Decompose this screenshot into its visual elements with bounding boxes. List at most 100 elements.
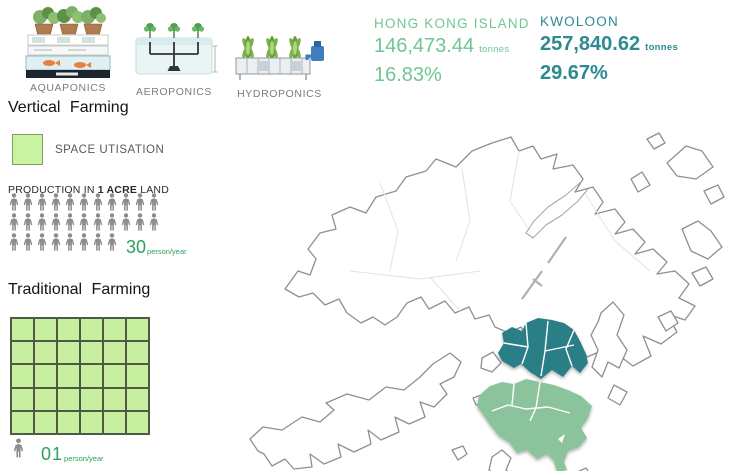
region-name: HONG KONG ISLAND bbox=[374, 16, 530, 31]
person-icon bbox=[107, 233, 117, 251]
stat-block-kwoloon: KWOLOON 257,840.62 tonnes 29.67% bbox=[540, 14, 678, 85]
person-icon bbox=[37, 233, 47, 251]
kowloon-district-borders bbox=[503, 320, 575, 377]
aeroponics-illustration bbox=[135, 23, 218, 75]
plant-sprigs bbox=[143, 23, 205, 38]
percent-value: 16.83% bbox=[374, 63, 442, 86]
stat-block-hong-kong-island: HONG KONG ISLAND 146,473.44 tonnes 16.83% bbox=[374, 16, 530, 87]
tsing-yi-island bbox=[480, 351, 502, 373]
land-plot-cell bbox=[34, 318, 57, 342]
person-icon bbox=[93, 213, 103, 231]
production-caption: PRODUCTION IN 1 ACRE LAND bbox=[8, 184, 169, 196]
land-plot-cell bbox=[103, 387, 126, 411]
measure-marks bbox=[212, 45, 218, 73]
region-name: KWOLOON bbox=[540, 14, 619, 29]
kowloon-region bbox=[498, 318, 588, 379]
person-icon bbox=[107, 193, 117, 211]
person-icon bbox=[23, 233, 33, 251]
plant-foliage bbox=[33, 6, 106, 24]
northeast-island-2 bbox=[703, 184, 725, 205]
person-icon bbox=[23, 193, 33, 211]
reservoir-mark bbox=[558, 434, 565, 443]
land-plot-cell bbox=[11, 410, 34, 434]
person-icon bbox=[79, 213, 89, 231]
lamma-island bbox=[488, 449, 512, 471]
traditional-farming-output: 01 person/year bbox=[12, 438, 104, 463]
land-plot-cell bbox=[34, 387, 57, 411]
land-plot-grid bbox=[10, 317, 150, 435]
person-icon bbox=[93, 193, 103, 211]
person-icon bbox=[51, 193, 61, 211]
tap-mun-island bbox=[630, 171, 651, 193]
person-icon bbox=[23, 213, 33, 231]
land-plot-cell bbox=[57, 364, 80, 388]
person-icon bbox=[79, 193, 89, 211]
land-plot-cell bbox=[34, 410, 57, 434]
aeroponics-label: AEROPONICS bbox=[135, 86, 212, 98]
hydroponics-illustration bbox=[235, 36, 324, 80]
person-icon bbox=[65, 213, 75, 231]
mist-pipes bbox=[149, 42, 199, 66]
tonnage-value: 146,473.44 tonnes bbox=[374, 34, 510, 57]
land-plot-cell bbox=[126, 410, 149, 434]
person-icons-row: 30 person/year bbox=[8, 233, 187, 257]
tonnage-unit: tonnes bbox=[479, 43, 510, 55]
high-island bbox=[681, 220, 723, 260]
hong-kong-island-region bbox=[477, 379, 592, 471]
space-utilisation-legend: SPACE UTISATION bbox=[12, 134, 164, 165]
grow-tray bbox=[235, 57, 311, 80]
land-plot-cell bbox=[34, 341, 57, 365]
land-plot-cell bbox=[80, 364, 103, 388]
po-toi-island bbox=[577, 467, 589, 471]
land-plot-cell bbox=[57, 410, 80, 434]
person-icon bbox=[65, 233, 75, 251]
land-plot-cell bbox=[80, 341, 103, 365]
sprayer-nozzle bbox=[167, 66, 181, 71]
land-plot-cell bbox=[80, 387, 103, 411]
person-icon bbox=[149, 213, 159, 231]
land-plot-cell bbox=[126, 364, 149, 388]
east-island bbox=[691, 266, 714, 287]
percent-value: 29.67% bbox=[540, 61, 608, 84]
southeast-island bbox=[657, 310, 679, 332]
hk-island-district-borders bbox=[491, 381, 571, 422]
person-icon bbox=[51, 213, 61, 231]
legend-label: SPACE UTISATION bbox=[55, 143, 165, 156]
person-icon bbox=[37, 213, 47, 231]
land-plot-cell bbox=[34, 364, 57, 388]
lettuce-plants bbox=[242, 36, 301, 60]
land-plot-cell bbox=[11, 341, 34, 365]
person-icon bbox=[121, 213, 131, 231]
person-icons-row bbox=[8, 193, 187, 216]
hydroponics-label: HYDROPONICS bbox=[237, 88, 322, 100]
person-icon bbox=[65, 193, 75, 211]
person-icon bbox=[9, 233, 19, 251]
person-icon bbox=[135, 213, 145, 231]
person-icon bbox=[121, 193, 131, 211]
person-icon bbox=[135, 193, 145, 211]
lantau-island bbox=[249, 352, 462, 470]
hong-kong-map bbox=[249, 132, 725, 471]
land-plot-cell bbox=[103, 318, 126, 342]
northeast-island-3 bbox=[646, 132, 666, 150]
fish-tank bbox=[25, 55, 111, 78]
vertical-farming-title: Vertical Farming bbox=[8, 99, 129, 116]
fish-icon bbox=[43, 60, 91, 68]
land-plot-cell bbox=[80, 410, 103, 434]
person-icon bbox=[79, 233, 89, 251]
land-plot-cell bbox=[103, 410, 126, 434]
district-boundaries bbox=[349, 150, 651, 312]
land-plot-cell bbox=[103, 364, 126, 388]
tonnage-unit: tonnes bbox=[645, 41, 679, 53]
person-icon bbox=[37, 193, 47, 211]
clear-water-bay-peninsula bbox=[590, 301, 628, 378]
cheung-chau-island bbox=[451, 445, 468, 461]
person-icons-row bbox=[8, 213, 187, 236]
land-plot-cell bbox=[11, 318, 34, 342]
water-pump bbox=[305, 41, 324, 61]
tung-lung-island bbox=[607, 384, 628, 406]
land-plot-cell bbox=[80, 318, 103, 342]
vertical-farming-output: 30 person/year bbox=[126, 237, 187, 257]
tolo-harbour-inlet bbox=[525, 180, 589, 239]
